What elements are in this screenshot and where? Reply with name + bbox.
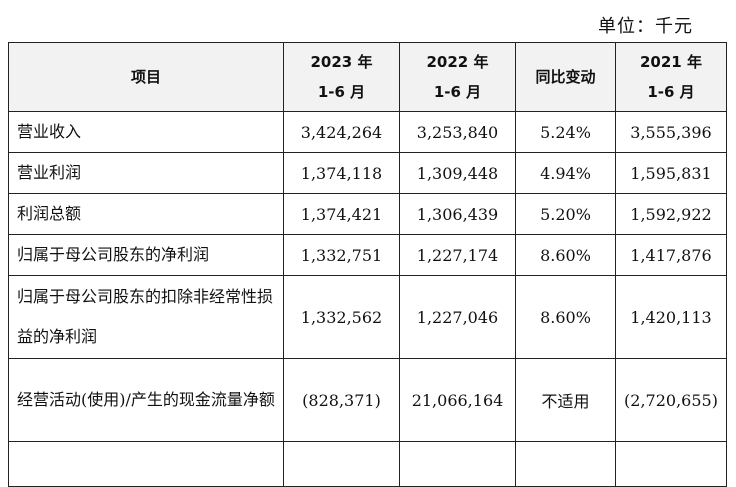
- table-row: 利润总额 1,374,421 1,306,439 5.20% 1,592,922: [8, 193, 727, 235]
- value-yoy: 8.60%: [515, 275, 616, 359]
- table-row-empty: [8, 441, 727, 487]
- table-row: 归属于母公司股东的扣除非经常性损益的净利润 1,332,562 1,227,04…: [8, 275, 727, 359]
- value-2022: 1,227,174: [399, 234, 516, 276]
- value-2021: 3,555,396: [615, 111, 727, 153]
- header-2021-year: 2021 年: [640, 53, 702, 71]
- header-2023-year: 2023 年: [310, 53, 373, 71]
- value-2022: 1,306,439: [399, 193, 516, 235]
- value-2021: 1,595,831: [615, 152, 727, 194]
- header-item-text: 项目: [130, 68, 161, 86]
- value-yoy: 不适用: [515, 358, 616, 442]
- value-2021: 1,592,922: [615, 193, 727, 235]
- value-2022: 1,309,448: [399, 152, 516, 194]
- header-2022-period: 1-6 月: [433, 83, 482, 101]
- value-2022: 21,066,164: [399, 358, 516, 442]
- header-2021: 2021 年 1-6 月: [615, 42, 727, 112]
- value-2022: 1,227,046: [399, 275, 516, 359]
- financial-table: 项目 2023 年 1-6 月 2022 年 1-6 月 同比变动 2021 年…: [8, 42, 727, 487]
- value-yoy: 5.24%: [515, 111, 616, 153]
- header-item: 项目: [8, 42, 284, 112]
- row-label: 归属于母公司股东的净利润: [8, 234, 284, 276]
- value-yoy: 4.94%: [515, 152, 616, 194]
- table-header-row: 项目 2023 年 1-6 月 2022 年 1-6 月 同比变动 2021 年…: [8, 42, 727, 112]
- value-2023: 1,332,562: [283, 275, 400, 359]
- row-label: 利润总额: [8, 193, 284, 235]
- header-2023: 2023 年 1-6 月: [283, 42, 400, 112]
- table-row: 营业利润 1,374,118 1,309,448 4.94% 1,595,831: [8, 152, 727, 194]
- unit-label: 单位：千元: [598, 16, 693, 37]
- row-label: 营业利润: [8, 152, 284, 194]
- row-label: 营业收入: [8, 111, 284, 153]
- row-label: 经营活动(使用)/产生的现金流量净额: [8, 358, 284, 442]
- value-2022: 3,253,840: [399, 111, 516, 153]
- header-2022-year: 2022 年: [426, 53, 489, 71]
- table-row: 归属于母公司股东的净利润 1,332,751 1,227,174 8.60% 1…: [8, 234, 727, 276]
- table-row: 经营活动(使用)/产生的现金流量净额 (828,371) 21,066,164 …: [8, 358, 727, 442]
- value-2021: 1,417,876: [615, 234, 727, 276]
- row-label: 归属于母公司股东的扣除非经常性损益的净利润: [8, 275, 284, 359]
- header-2021-period: 1-6 月: [647, 83, 695, 101]
- table-row: 营业收入 3,424,264 3,253,840 5.24% 3,555,396: [8, 111, 727, 153]
- value-2023: 1,374,118: [283, 152, 400, 194]
- value-2023: 3,424,264: [283, 111, 400, 153]
- value-yoy: 8.60%: [515, 234, 616, 276]
- header-2023-period: 1-6 月: [317, 83, 366, 101]
- value-2021: 1,420,113: [615, 275, 727, 359]
- value-yoy: 5.20%: [515, 193, 616, 235]
- value-2021: (2,720,655): [615, 358, 727, 442]
- value-2023: 1,332,751: [283, 234, 400, 276]
- header-yoy-text: 同比变动: [535, 68, 596, 86]
- header-2022: 2022 年 1-6 月: [399, 42, 516, 112]
- value-2023: (828,371): [283, 358, 400, 442]
- value-2023: 1,374,421: [283, 193, 400, 235]
- header-yoy: 同比变动: [515, 42, 616, 112]
